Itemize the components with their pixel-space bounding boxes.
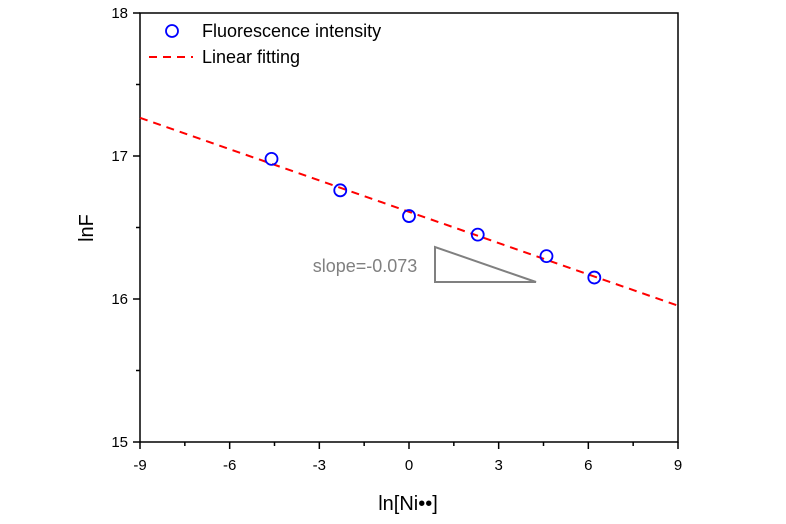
data-point [539, 249, 554, 264]
data-point [470, 227, 485, 242]
data-point [333, 183, 348, 198]
x-axis-label: ln[Ni••] [378, 493, 438, 515]
x-tick-label: 6 [584, 457, 592, 474]
legend-marker-fluorescence [165, 24, 179, 38]
y-tick-label: 18 [111, 5, 128, 22]
data-point [402, 209, 416, 223]
slope-annotation-label: slope=-0.073 [313, 256, 418, 276]
legend-label-linear-fit: Linear fitting [202, 47, 300, 67]
x-tick-label: 3 [494, 457, 502, 474]
legend-label-fluorescence: Fluorescence intensity [202, 21, 381, 41]
plot-frame [139, 12, 679, 443]
data-point [587, 270, 602, 285]
linear-fit-line [139, 116, 679, 307]
x-tick-label: 0 [405, 457, 413, 474]
y-tick-label: 15 [111, 434, 128, 451]
x-tick-label: -3 [313, 457, 326, 474]
legend: Fluorescence intensity Linear fitting [149, 21, 381, 67]
x-tick-label: -6 [223, 457, 236, 474]
x-tick-label: 9 [674, 457, 682, 474]
slope-triangle [434, 245, 537, 283]
data-point [264, 151, 279, 166]
y-tick-label: 17 [111, 148, 128, 165]
x-tick-label: -9 [133, 457, 146, 474]
y-axis-label: lnF [76, 214, 98, 242]
y-tick-label: 16 [111, 291, 128, 308]
